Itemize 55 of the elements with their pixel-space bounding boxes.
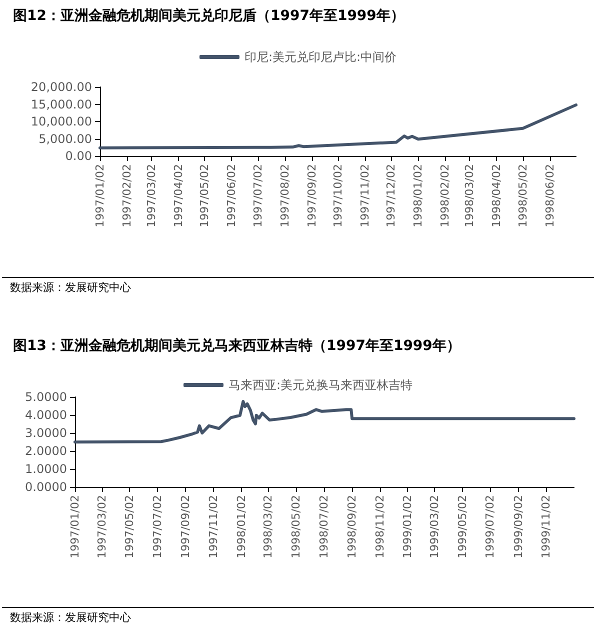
x-tick-label: 1998/09/02 bbox=[346, 495, 359, 558]
y-tick-label: 1.0000 bbox=[25, 462, 67, 476]
x-tick-label: 1999/01/02 bbox=[401, 495, 414, 558]
y-tick-label: 3.0000 bbox=[25, 426, 67, 440]
x-tick-label: 1998/01/02 bbox=[412, 164, 425, 228]
x-tick-label: 1997/01/02 bbox=[68, 495, 82, 558]
x-tick-label: 1998/03/02 bbox=[262, 495, 275, 558]
x-tick-label: 1997/01/02 bbox=[94, 164, 106, 228]
x-tick-label: 1999/07/02 bbox=[484, 495, 497, 558]
x-tick-label: 1997/03/02 bbox=[95, 495, 108, 558]
x-tick-label: 1998/01/02 bbox=[234, 495, 248, 558]
source-note: 数据来源：发展研究中心 bbox=[10, 611, 131, 624]
source-note: 数据来源：发展研究中心 bbox=[10, 281, 131, 294]
y-tick-label: 20,000.00 bbox=[30, 80, 92, 94]
x-tick-label: 1997/08/02 bbox=[278, 164, 292, 228]
x-tick-label: 1997/12/02 bbox=[384, 164, 398, 228]
x-tick-label: 1998/07/02 bbox=[317, 495, 330, 558]
x-tick-label: 1998/11/02 bbox=[373, 495, 386, 558]
y-tick-label: 5.0000 bbox=[25, 390, 67, 404]
x-tick-label: 1997/05/02 bbox=[198, 164, 212, 228]
y-tick-label: 0.00 bbox=[65, 149, 92, 163]
x-tick-label: 1997/11/02 bbox=[358, 164, 372, 228]
y-tick-label: 2.0000 bbox=[25, 444, 67, 458]
legend-label: 印尼:美元兑印尼卢比:中间价 bbox=[244, 50, 397, 64]
x-tick-label: 1999/05/02 bbox=[456, 495, 469, 558]
x-tick-label: 1997/11/02 bbox=[207, 495, 220, 558]
x-tick-label: 1997/09/02 bbox=[305, 164, 318, 228]
x-tick-label: 1999/03/02 bbox=[428, 495, 442, 558]
y-tick-label: 0.0000 bbox=[25, 480, 67, 494]
x-tick-label: 1997/04/02 bbox=[172, 164, 185, 228]
x-tick-label: 1998/05/02 bbox=[516, 164, 530, 228]
x-tick-label: 1998/06/02 bbox=[543, 164, 556, 228]
x-tick-label: 1998/02/02 bbox=[438, 164, 452, 228]
x-tick-label: 1999/09/02 bbox=[512, 495, 525, 558]
x-tick-label: 1997/09/02 bbox=[179, 495, 192, 558]
x-tick-label: 1998/05/02 bbox=[290, 495, 303, 558]
x-tick-label: 1997/07/02 bbox=[251, 164, 264, 228]
y-tick-label: 10,000.00 bbox=[30, 114, 92, 128]
x-tick-label: 1998/03/02 bbox=[463, 164, 476, 228]
y-tick-label: 15,000.00 bbox=[30, 97, 92, 112]
x-tick-label: 1997/06/02 bbox=[225, 164, 238, 228]
chart-title: 图12：亚洲金融危机期间美元兑印尼盾（1997年至1999年） bbox=[13, 7, 404, 24]
x-tick-label: 1997/05/02 bbox=[123, 495, 136, 558]
chart-title: 图13：亚洲金融危机期间美元兑马来西亚林吉特（1997年至1999年） bbox=[13, 337, 460, 354]
y-tick-label: 4.0000 bbox=[25, 408, 67, 422]
x-tick-label: 1999/11/02 bbox=[540, 495, 553, 558]
line-series bbox=[74, 400, 576, 444]
legend-label: 马来西亚:美元兑换马来西亚林吉特 bbox=[228, 378, 413, 392]
x-tick-label: 1997/02/02 bbox=[120, 164, 134, 228]
x-tick-label: 1997/10/02 bbox=[332, 164, 344, 228]
x-tick-label: 1998/04/02 bbox=[490, 164, 504, 228]
x-tick-label: 1997/07/02 bbox=[150, 495, 164, 558]
line-series bbox=[98, 103, 578, 150]
x-tick-label: 1997/03/02 bbox=[144, 164, 158, 228]
y-tick-label: 5,000.00 bbox=[38, 132, 92, 146]
